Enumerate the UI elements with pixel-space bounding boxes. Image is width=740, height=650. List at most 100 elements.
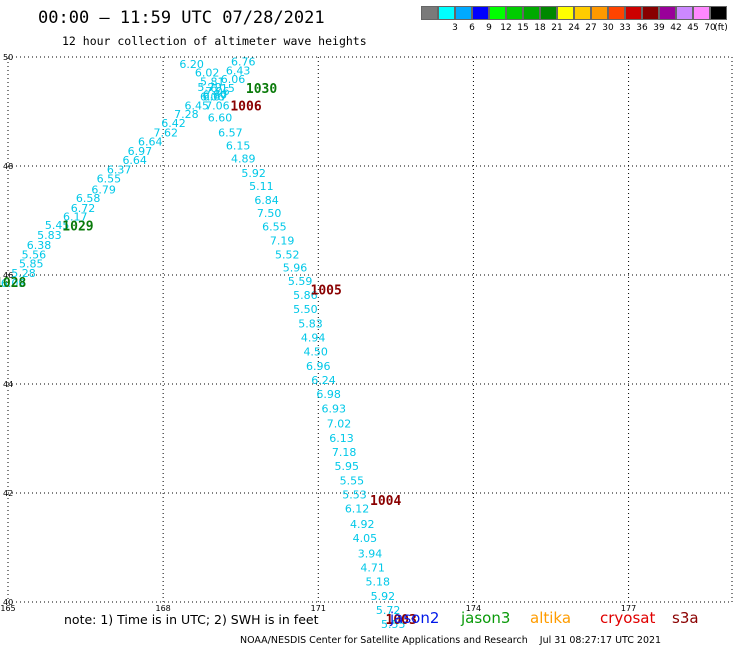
swh-value-label: 6.17 bbox=[63, 211, 88, 224]
swh-value-label: 6.15 bbox=[210, 82, 235, 95]
swh-value-label: 6.84 bbox=[254, 194, 279, 207]
swh-value-label: 6.64 bbox=[122, 154, 147, 167]
swh-value-label: 6.02 bbox=[195, 67, 220, 80]
swh-value-label: 6.45 bbox=[185, 99, 210, 112]
swh-value-label: 5.96 bbox=[283, 262, 308, 275]
swh-value-label: 6.42 bbox=[161, 117, 186, 130]
swh-value-label: 5.83 bbox=[298, 317, 323, 330]
swh-value-label: 5.50 bbox=[293, 303, 318, 316]
swh-value-label: 3.94 bbox=[358, 547, 383, 560]
swh-value-label: 6.80 bbox=[203, 88, 228, 101]
swh-value-label: 6.97 bbox=[128, 145, 153, 158]
color-scale-swatch bbox=[642, 6, 659, 20]
color-scale-tick-label: 30 bbox=[602, 23, 614, 33]
swh-value-label: 6.20 bbox=[179, 58, 204, 71]
swh-value-label: 7.06 bbox=[205, 99, 230, 112]
swh-value-label: 5.92 bbox=[371, 590, 396, 603]
swh-value-label: 7.62 bbox=[153, 127, 178, 140]
swh-value-label: 6.72 bbox=[71, 202, 96, 215]
y-tick-label: 44 bbox=[3, 380, 13, 389]
x-tick-label: 165 bbox=[0, 604, 15, 613]
swh-value-label: 5.45 bbox=[45, 219, 70, 232]
y-tick-label: 42 bbox=[3, 489, 13, 498]
color-scale-swatch bbox=[489, 6, 506, 20]
swh-value-label: 6.24 bbox=[311, 374, 336, 387]
swh-value-label: 4.05 bbox=[353, 532, 378, 545]
color-scale-tick-label: 15 bbox=[517, 23, 529, 33]
y-tick-label: 46 bbox=[3, 271, 13, 280]
chart-subtitle: 12 hour collection of altimeter wave hei… bbox=[62, 34, 367, 48]
plot-frame bbox=[7, 56, 733, 603]
swh-value-label: 6.67 bbox=[203, 91, 228, 104]
swh-value-label: 6.55 bbox=[97, 172, 122, 185]
swh-value-label: 4.89 bbox=[231, 153, 256, 166]
swh-value-label: 5.53 bbox=[342, 488, 367, 501]
swh-value-label: 5.55 bbox=[381, 618, 406, 631]
satellite-legend-item: cryosat bbox=[600, 609, 656, 627]
swh-value-label: 4.50 bbox=[303, 346, 328, 359]
swh-value-label: 5.59 bbox=[288, 275, 313, 288]
y-tick-label: 48 bbox=[3, 162, 13, 171]
swh-value-label: 6.93 bbox=[322, 402, 347, 415]
swh-value-label: 5.85 bbox=[19, 257, 44, 270]
satellite-legend-item: jason3 bbox=[461, 609, 511, 627]
swh-value-label: 7.18 bbox=[332, 446, 357, 459]
color-scale-tick-label: 27 bbox=[585, 23, 597, 33]
swh-value-label: 6.58 bbox=[76, 192, 101, 205]
color-scale-swatch bbox=[608, 6, 625, 20]
swh-value-label: 7.06 bbox=[205, 85, 230, 98]
color-scale-tick-label: 24 bbox=[568, 23, 580, 33]
swh-value-label: 7.19 bbox=[270, 234, 295, 247]
color-scale-unit: (ft) bbox=[714, 23, 728, 33]
swh-value-label: 6.43 bbox=[226, 64, 251, 77]
color-scale-swatch bbox=[574, 6, 591, 20]
swh-value-label: 5.18 bbox=[366, 576, 391, 589]
swh-value-label: 6.09 bbox=[1, 277, 26, 290]
color-scale-tick-label: 18 bbox=[534, 23, 546, 33]
x-tick-label: 174 bbox=[466, 604, 481, 613]
color-scale-tick-label: 39 bbox=[653, 23, 665, 33]
swh-value-label: 6.98 bbox=[316, 388, 341, 401]
color-scale-tick-label: 36 bbox=[636, 23, 648, 33]
color-scale-swatch bbox=[591, 6, 608, 20]
swh-value-label: 6.57 bbox=[218, 127, 243, 140]
swh-value-label: 5.55 bbox=[340, 474, 365, 487]
swh-value-label: 6.06 bbox=[221, 73, 246, 86]
swh-value-label: 5.56 bbox=[22, 249, 47, 262]
swh-value-label: 5.92 bbox=[241, 167, 266, 180]
swh-value-label: 6.79 bbox=[91, 183, 116, 196]
swh-value-label: 6.06 bbox=[200, 91, 225, 104]
swh-value-label: 7.28 bbox=[174, 108, 199, 121]
color-scale-tick-label: 33 bbox=[619, 23, 631, 33]
color-scale-swatch bbox=[506, 6, 523, 20]
swh-value-label: 6.96 bbox=[306, 360, 331, 373]
swh-value-label: 6.12 bbox=[345, 503, 370, 516]
color-scale-tick-label: 9 bbox=[486, 23, 492, 33]
color-scale-tick-label: 21 bbox=[551, 23, 563, 33]
color-scale-swatch bbox=[438, 6, 455, 20]
swh-value-label: 6.60 bbox=[208, 111, 233, 124]
pressure-label: 1029 bbox=[62, 219, 93, 234]
y-tick-label: 40 bbox=[3, 598, 13, 607]
y-tick-label: 50 bbox=[3, 53, 13, 62]
swh-value-label: 7.50 bbox=[257, 207, 282, 220]
color-scale-swatch bbox=[472, 6, 489, 20]
swh-value-label: 5.81 bbox=[200, 75, 225, 88]
color-scale-tick-label: 3 bbox=[452, 23, 458, 33]
color-scale-swatch bbox=[710, 6, 727, 20]
satellite-legend-item: altika bbox=[530, 609, 572, 627]
pressure-label: 1028 bbox=[0, 276, 27, 291]
swh-value-label: 5.72 bbox=[376, 604, 401, 617]
chart-title: 00:00 — 11:59 UTC 07/28/2021 bbox=[38, 8, 325, 28]
pressure-label: 1006 bbox=[230, 99, 261, 114]
color-scale-swatch bbox=[625, 6, 642, 20]
color-scale-swatch bbox=[557, 6, 574, 20]
x-tick-label: 168 bbox=[156, 604, 171, 613]
swh-value-label: 5.52 bbox=[275, 249, 300, 262]
swh-value-label: 6.13 bbox=[329, 432, 354, 445]
x-tick-label: 177 bbox=[621, 604, 636, 613]
color-scale-swatch bbox=[693, 6, 710, 20]
color-scale-swatch bbox=[421, 6, 438, 20]
color-scale-tick-label: 6 bbox=[469, 23, 475, 33]
